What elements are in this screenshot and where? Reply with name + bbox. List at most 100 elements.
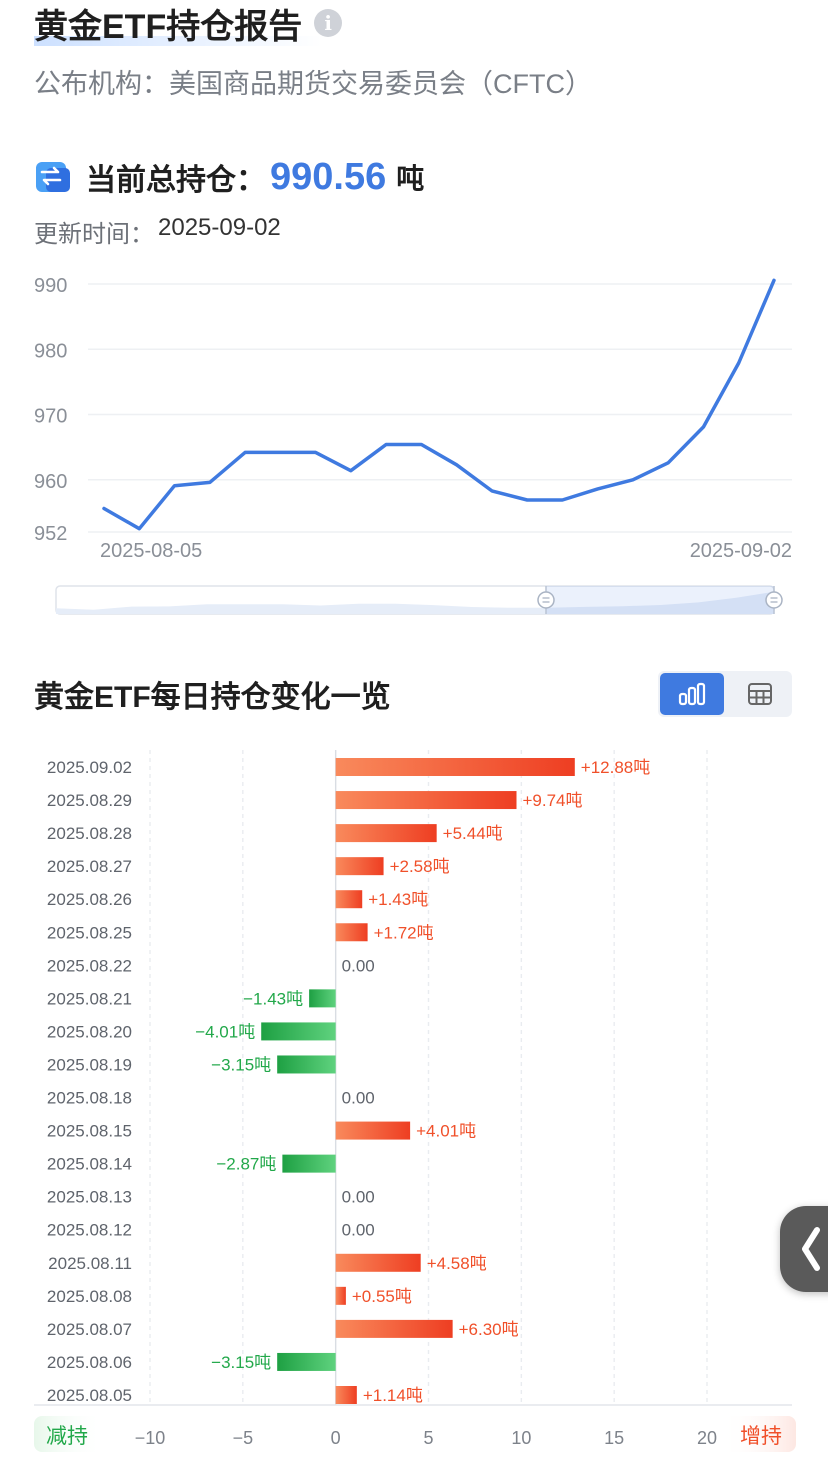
category-label: 2025.08.14 bbox=[47, 1155, 132, 1174]
chevron-left-icon bbox=[802, 1227, 820, 1271]
decrease-bar bbox=[277, 1055, 336, 1074]
value-label: +9.74吨 bbox=[523, 791, 583, 810]
category-label: 2025.08.08 bbox=[47, 1287, 132, 1306]
category-label: 2025.08.06 bbox=[47, 1353, 132, 1372]
increase-badge bbox=[722, 1416, 796, 1452]
category-label: 2025.08.15 bbox=[47, 1122, 132, 1141]
increase-bar bbox=[335, 1121, 411, 1140]
x-tick-label: −10 bbox=[135, 1428, 166, 1448]
holdings-line-chart[interactable]: 952 960 970 980 990 2025-08-05 2025-09-02 bbox=[0, 250, 828, 630]
x-tick-label: 2025-08-05 bbox=[100, 540, 202, 562]
current-holdings-value: 990.56 bbox=[270, 155, 387, 198]
category-label: 2025.08.05 bbox=[47, 1386, 132, 1405]
category-label: 2025.08.27 bbox=[47, 857, 132, 876]
value-label: +12.88吨 bbox=[581, 758, 650, 777]
x-tick-label: 5 bbox=[423, 1428, 433, 1448]
swap-icon bbox=[36, 162, 70, 192]
increase-bar bbox=[335, 1253, 421, 1272]
range-slider-selection[interactable] bbox=[546, 586, 774, 614]
category-label: 2025.09.02 bbox=[47, 758, 132, 777]
category-label: 2025.08.18 bbox=[47, 1089, 132, 1108]
value-label: +1.43吨 bbox=[368, 890, 428, 909]
current-holdings-unit: 吨 bbox=[396, 163, 425, 194]
increase-bar bbox=[335, 1386, 357, 1404]
decrease-bar bbox=[277, 1352, 336, 1371]
value-label: 0.00 bbox=[342, 1188, 375, 1207]
page-title-row: 黄金ETF持仓报告 i bbox=[34, 0, 343, 48]
current-holdings-label: 当前总持仓： bbox=[86, 164, 266, 197]
increase-bar bbox=[335, 791, 517, 810]
holdings-series-line bbox=[102, 278, 776, 531]
value-label: 0.00 bbox=[342, 1089, 375, 1108]
side-collapse-handle[interactable] bbox=[780, 1206, 828, 1292]
increase-bar bbox=[335, 890, 363, 909]
view-toggle bbox=[658, 671, 792, 717]
update-time-label: 更新时间： bbox=[34, 221, 154, 248]
value-label: +1.72吨 bbox=[374, 923, 434, 942]
daily-change-bar-chart: 减持 增持 −10 −5 0 5 10 15 20 2025.09.02 +12.88吨 2025… bbox=[34, 750, 796, 1452]
range-slider-preview bbox=[56, 591, 774, 614]
x-tick-label: 20 bbox=[697, 1428, 717, 1448]
decrease-label: 减持 bbox=[46, 1425, 88, 1448]
x-tick-label: 10 bbox=[511, 1428, 531, 1448]
value-label: +2.58吨 bbox=[390, 857, 450, 876]
x-tick-label: 0 bbox=[331, 1428, 341, 1448]
category-label: 2025.08.13 bbox=[47, 1188, 132, 1207]
x-tick-label: 2025-09-02 bbox=[690, 540, 792, 562]
category-label: 2025.08.19 bbox=[47, 1055, 132, 1074]
table-view-button[interactable] bbox=[728, 673, 792, 715]
info-icon[interactable]: i bbox=[314, 9, 343, 37]
current-holdings: 当前总持仓： 990.56 吨 bbox=[34, 152, 424, 202]
decrease-bar bbox=[261, 1022, 336, 1041]
category-label: 2025.08.26 bbox=[47, 890, 132, 909]
value-label: −3.15吨 bbox=[211, 1353, 271, 1372]
update-time: 更新时间： 2025-09-02 bbox=[34, 214, 281, 249]
category-label: 2025.08.28 bbox=[47, 824, 132, 843]
table-icon bbox=[748, 683, 772, 705]
x-tick-label: −5 bbox=[233, 1428, 254, 1448]
bar-chart-icon bbox=[678, 682, 706, 706]
page-title: 黄金ETF持仓报告 bbox=[34, 0, 323, 48]
value-label: +4.58吨 bbox=[427, 1254, 487, 1273]
value-label: +6.30吨 bbox=[459, 1320, 519, 1339]
increase-bar bbox=[335, 923, 368, 942]
category-label: 2025.08.22 bbox=[47, 956, 132, 975]
category-label: 2025.08.25 bbox=[47, 923, 132, 942]
value-label: −4.01吨 bbox=[195, 1022, 255, 1041]
value-label: −1.43吨 bbox=[243, 989, 303, 1008]
category-label: 2025.08.29 bbox=[47, 791, 132, 810]
range-slider-handle[interactable] bbox=[537, 591, 555, 609]
value-label: 0.00 bbox=[342, 1221, 375, 1240]
y-tick-label: 990 bbox=[34, 275, 67, 297]
category-label: 2025.08.21 bbox=[47, 989, 132, 1008]
increase-bar bbox=[335, 1319, 453, 1338]
increase-bar bbox=[335, 857, 384, 876]
decrease-bar bbox=[282, 1154, 336, 1173]
increase-bar bbox=[335, 824, 437, 843]
value-label: +5.44吨 bbox=[443, 824, 503, 843]
decrease-bar bbox=[309, 989, 336, 1008]
y-tick-label: 970 bbox=[34, 406, 67, 428]
range-slider-handle[interactable] bbox=[765, 591, 783, 609]
category-label: 2025.08.12 bbox=[47, 1221, 132, 1240]
category-label: 2025.08.20 bbox=[47, 1022, 132, 1041]
decrease-badge bbox=[34, 1416, 104, 1452]
value-label: +4.01吨 bbox=[416, 1122, 476, 1141]
update-time-value: 2025-09-02 bbox=[158, 214, 281, 241]
section-title: 黄金ETF每日持仓变化一览 bbox=[34, 681, 391, 714]
value-label: 0.00 bbox=[342, 956, 375, 975]
increase-bar bbox=[335, 1286, 346, 1305]
increase-bar bbox=[335, 758, 575, 776]
y-tick-label: 980 bbox=[34, 340, 67, 362]
value-label: +1.14吨 bbox=[363, 1386, 423, 1405]
x-tick-label: 15 bbox=[604, 1428, 624, 1448]
y-tick-label: 952 bbox=[34, 523, 67, 545]
increase-label: 增持 bbox=[740, 1425, 782, 1448]
value-label: −2.87吨 bbox=[216, 1155, 276, 1174]
publisher-text: 公布机构：美国商品期货交易委员会（CFTC） bbox=[34, 69, 592, 99]
category-label: 2025.08.11 bbox=[48, 1254, 132, 1273]
category-label: 2025.08.07 bbox=[47, 1320, 132, 1339]
value-label: −3.15吨 bbox=[211, 1055, 271, 1074]
bar-view-button[interactable] bbox=[660, 673, 724, 715]
y-tick-label: 960 bbox=[34, 471, 67, 493]
